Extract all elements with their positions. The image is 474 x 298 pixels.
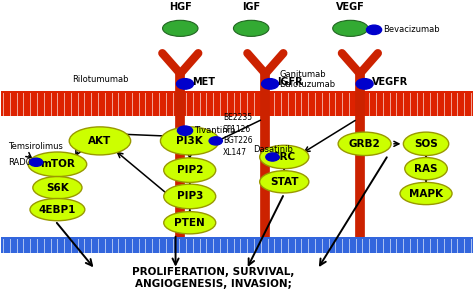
Ellipse shape [260, 171, 309, 193]
Text: PI3K: PI3K [176, 136, 203, 146]
Ellipse shape [333, 20, 368, 36]
Text: HGF: HGF [169, 2, 191, 12]
Ellipse shape [234, 20, 269, 36]
Ellipse shape [69, 127, 131, 155]
Circle shape [29, 158, 43, 166]
Circle shape [366, 25, 382, 35]
Ellipse shape [164, 184, 216, 209]
Circle shape [262, 79, 279, 89]
Text: mTOR: mTOR [40, 159, 75, 169]
Circle shape [177, 126, 192, 135]
Circle shape [356, 79, 373, 89]
Text: PIP2: PIP2 [176, 165, 203, 175]
Text: Dasatinib: Dasatinib [254, 145, 293, 154]
Circle shape [209, 137, 222, 145]
Bar [0, 238, 474, 254]
Ellipse shape [260, 145, 309, 169]
Ellipse shape [164, 212, 216, 234]
Text: PROLIFERATION, SURVIVAL,
ANGIOGENESIS, INVASION;: PROLIFERATION, SURVIVAL, ANGIOGENESIS, I… [132, 267, 294, 288]
Text: VEGFR: VEGFR [372, 77, 408, 87]
Bar [0, 91, 474, 116]
Text: SRC: SRC [273, 152, 296, 162]
Text: 4EBP1: 4EBP1 [39, 205, 76, 215]
Text: Temsirolimus: Temsirolimus [8, 142, 63, 151]
Ellipse shape [28, 152, 87, 177]
Ellipse shape [30, 198, 85, 221]
Text: AKT: AKT [88, 136, 111, 146]
Circle shape [266, 153, 279, 161]
Ellipse shape [403, 132, 449, 156]
Text: Rilotumumab: Rilotumumab [72, 75, 128, 84]
Text: PTEN: PTEN [174, 218, 205, 228]
Circle shape [176, 79, 193, 89]
Text: SOS: SOS [414, 139, 438, 149]
Text: IGFR: IGFR [277, 77, 303, 87]
Ellipse shape [163, 20, 198, 36]
Text: RAS: RAS [414, 164, 438, 174]
Text: IGF: IGF [242, 2, 260, 12]
Ellipse shape [338, 132, 391, 156]
Text: Bevacizumab: Bevacizumab [383, 25, 440, 34]
Text: RAD001: RAD001 [8, 158, 41, 167]
Text: GRB2: GRB2 [349, 139, 381, 149]
Ellipse shape [33, 177, 82, 199]
Text: MAPK: MAPK [409, 189, 443, 198]
Text: Tivantinib: Tivantinib [194, 126, 236, 135]
Text: MET: MET [192, 77, 215, 87]
Ellipse shape [164, 158, 216, 182]
Text: VEGF: VEGF [336, 2, 365, 12]
Text: STAT: STAT [270, 177, 299, 187]
Text: BE2235
SF1126
BGT226
XL147: BE2235 SF1126 BGT226 XL147 [223, 113, 253, 157]
Ellipse shape [405, 158, 447, 180]
Text: S6K: S6K [46, 183, 69, 193]
Ellipse shape [400, 182, 452, 205]
Text: Ganitumab
Dalotuzumab: Ganitumab Dalotuzumab [280, 70, 336, 89]
Ellipse shape [160, 127, 219, 155]
Text: PIP3: PIP3 [176, 191, 203, 201]
